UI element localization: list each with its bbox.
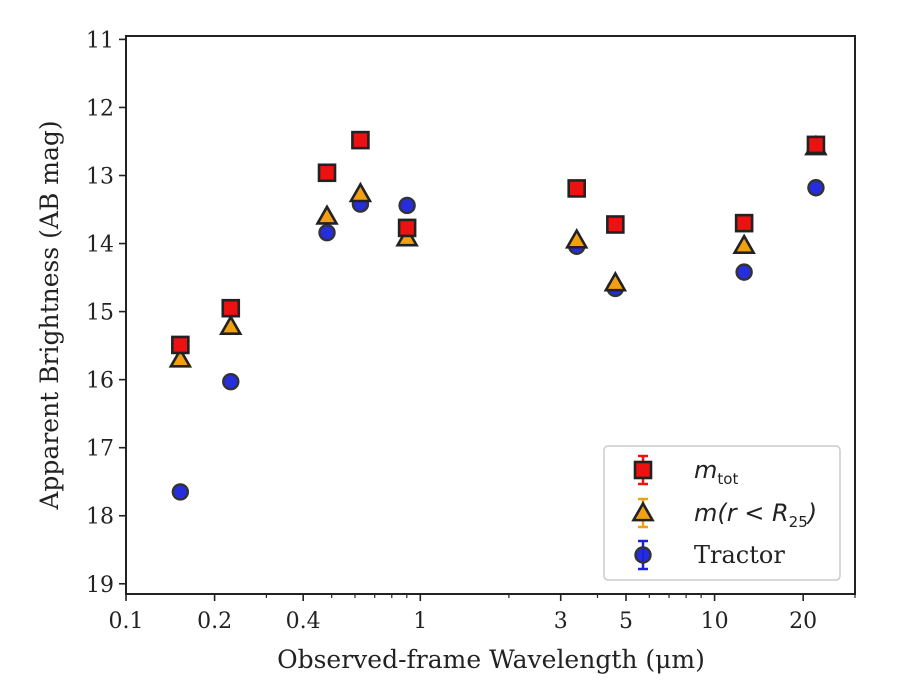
data-point-circle <box>222 372 240 391</box>
y-tick-label: 17 <box>86 437 114 462</box>
y-tick-label: 13 <box>86 165 114 190</box>
data-point-triangle <box>168 347 193 368</box>
data-point-circle <box>171 483 190 501</box>
y-axis-title: Apparent Brightness (AB mag) <box>35 120 64 510</box>
data-point-triangle <box>348 181 373 203</box>
legend-markers <box>631 454 655 571</box>
data-point-triangle <box>315 204 339 225</box>
y-tick-label: 11 <box>86 28 114 53</box>
data-point-square <box>806 135 826 155</box>
legend-marker-triangle <box>631 500 655 522</box>
data-point-square <box>567 179 587 198</box>
y-tick-label: 12 <box>86 96 114 121</box>
data-point-circle <box>318 223 336 242</box>
data-point-circle <box>398 196 416 215</box>
x-tick-label: 0.4 <box>286 609 321 634</box>
legend-box <box>603 445 841 581</box>
x-axis-title: Observed-frame Wavelength (μm) <box>277 645 705 674</box>
y-tick-label: 18 <box>86 505 114 530</box>
data-point-square <box>606 215 625 234</box>
data-point-square <box>221 298 241 318</box>
data-point-circle <box>807 179 825 197</box>
legend-marker-square <box>633 460 653 480</box>
data-point-triangle <box>219 314 243 335</box>
data-point-triangle <box>732 233 756 255</box>
data-point-circle <box>735 263 753 281</box>
y-tick-label: 15 <box>86 301 114 326</box>
data-markers <box>168 130 828 501</box>
data-point-square <box>734 213 754 233</box>
data-point-square <box>317 163 337 183</box>
legend-label-mtot: mtot <box>694 456 738 488</box>
x-tick-label: 0.2 <box>197 609 232 634</box>
legend: mtot m(r < R25) Tractor <box>603 445 841 581</box>
x-tick-label: 5 <box>619 609 633 634</box>
x-tick-label: 20 <box>789 609 817 634</box>
x-tick-label: 3 <box>554 609 568 634</box>
data-point-square <box>397 218 417 238</box>
data-point-square <box>171 335 190 355</box>
x-tick-label: 0.1 <box>109 609 144 634</box>
legend-label-tractor: Tractor <box>694 541 785 569</box>
x-tick-label: 1 <box>413 609 427 634</box>
legend-label-m-r25: m(r < R25) <box>694 499 817 531</box>
data-point-triangle <box>603 270 628 292</box>
y-tick-label: 16 <box>86 369 114 394</box>
data-point-square <box>351 130 370 150</box>
data-point-triangle <box>564 228 589 249</box>
x-tick-label: 10 <box>701 609 729 634</box>
y-tick-label: 19 <box>86 573 114 598</box>
y-tick-label: 14 <box>86 233 114 258</box>
plot-frame <box>125 35 856 595</box>
axis-ticks <box>119 38 804 601</box>
legend-marker-circle <box>634 546 652 564</box>
